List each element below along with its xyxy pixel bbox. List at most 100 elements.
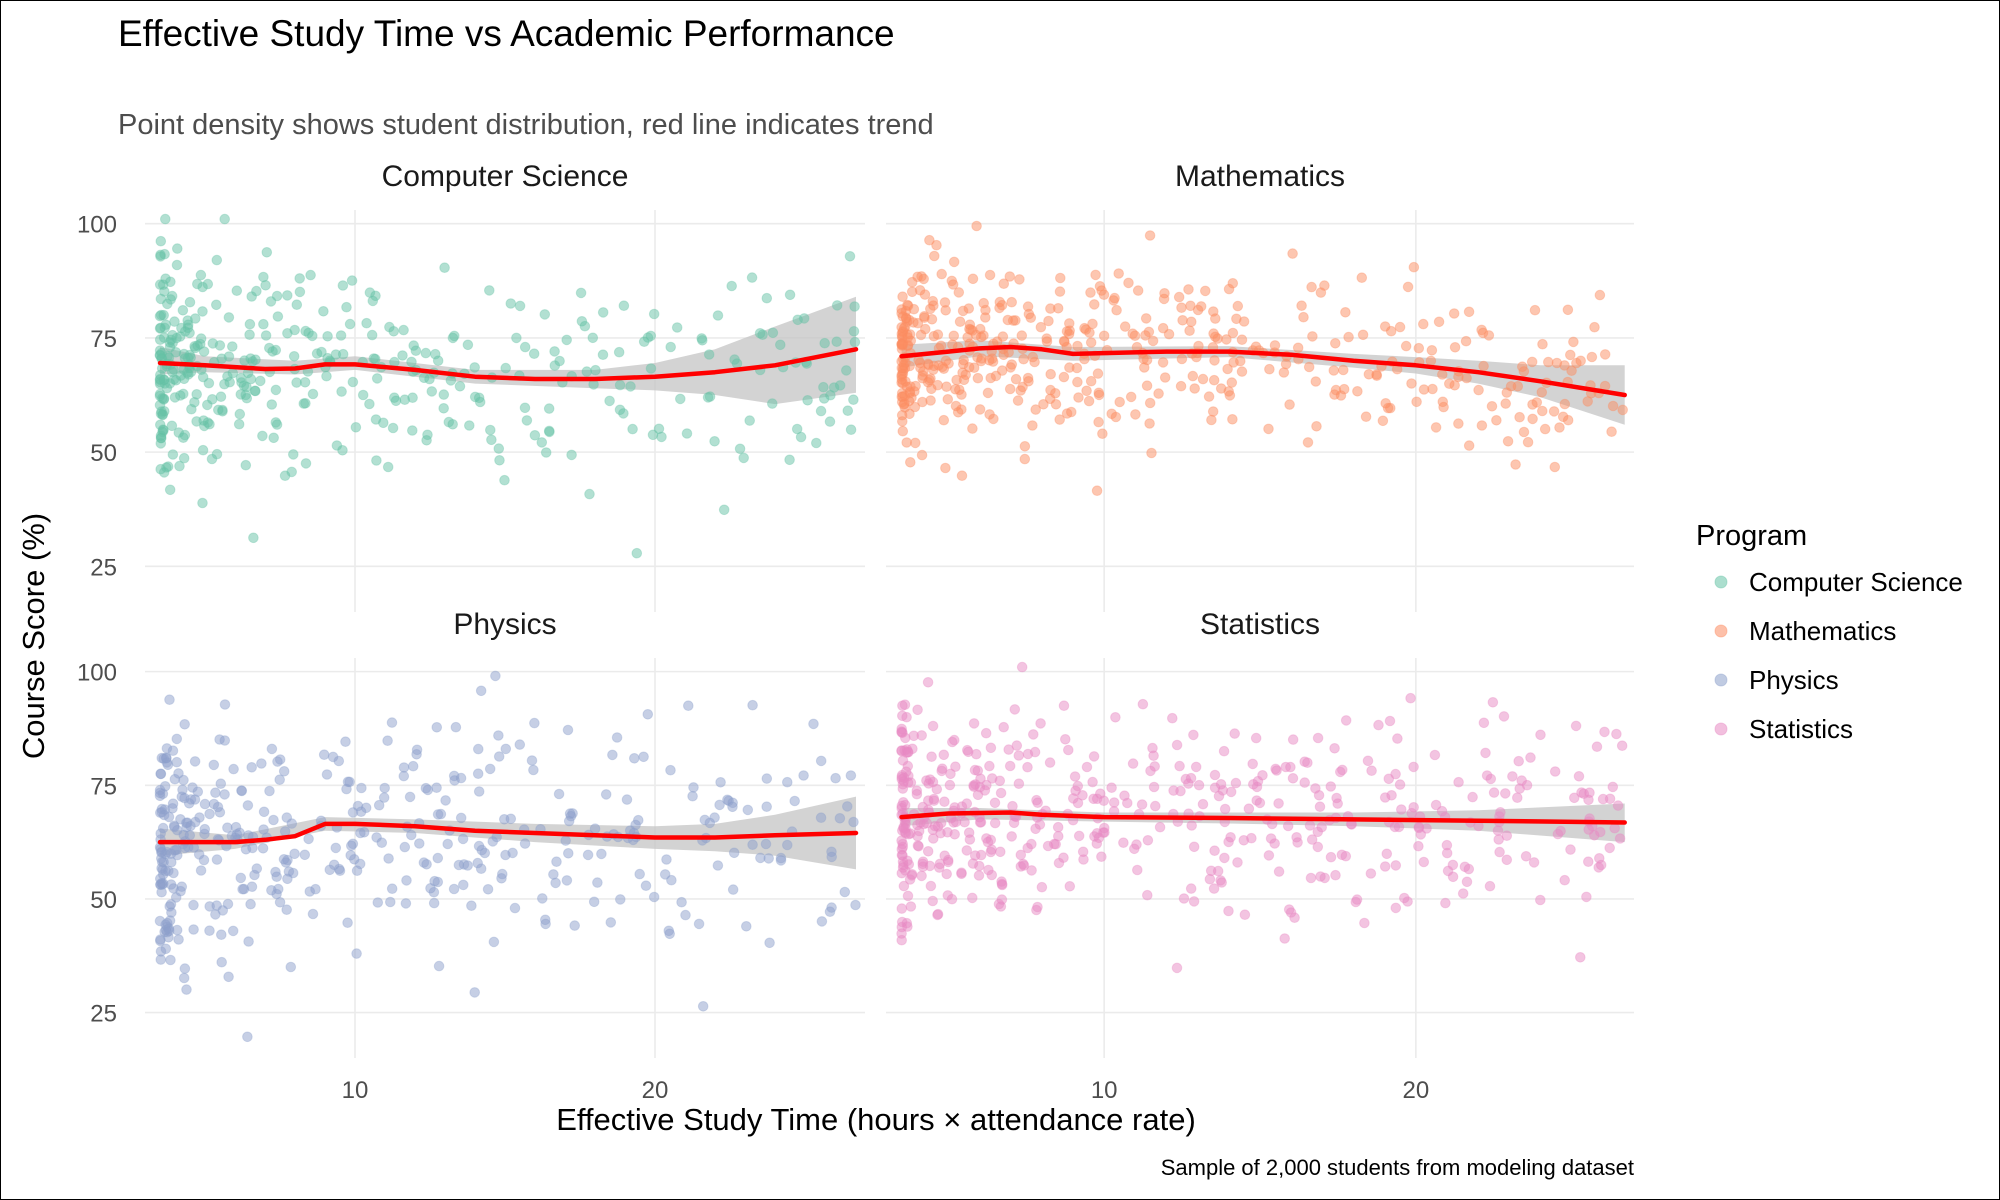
data-point [1467, 791, 1478, 803]
data-point [1512, 792, 1523, 804]
legend-label: Computer Science [1749, 567, 1963, 597]
data-point [164, 378, 176, 389]
facet-panels: Computer Science 25 50 75 100 Mathematics Phys… [77, 160, 1634, 1104]
data-point [775, 852, 787, 864]
data-point [1108, 806, 1120, 817]
data-point [798, 770, 809, 781]
data-point [996, 365, 1008, 376]
data-point [1568, 336, 1579, 348]
data-point [767, 327, 779, 339]
data-point [1018, 353, 1029, 365]
data-point [291, 377, 302, 388]
data-point [268, 814, 279, 826]
data-point [824, 416, 836, 427]
data-point [596, 848, 607, 860]
data-point [902, 921, 913, 932]
data-point [519, 341, 531, 353]
data-point [1093, 387, 1105, 399]
data-point [1213, 790, 1225, 802]
data-point [665, 764, 676, 776]
data-point [909, 401, 921, 413]
data-point [802, 395, 813, 406]
data-point [1340, 715, 1352, 726]
data-point [1581, 891, 1592, 903]
data-point [184, 327, 195, 339]
data-point [1386, 790, 1397, 801]
data-point [1562, 304, 1574, 316]
data-point [1038, 399, 1049, 410]
data-point [210, 909, 221, 920]
data-point [917, 858, 929, 870]
data-point [1418, 318, 1429, 330]
data-point [819, 337, 831, 349]
data-point [839, 886, 851, 898]
data-point [244, 329, 255, 341]
data-point [566, 449, 577, 461]
data-point [219, 213, 230, 225]
data-point [939, 297, 951, 308]
data-point [440, 795, 451, 806]
data-point [188, 924, 199, 935]
data-point [922, 846, 934, 857]
data-point [746, 272, 758, 283]
data-point [500, 849, 511, 861]
data-point [536, 437, 548, 448]
data-point [1113, 268, 1124, 279]
data-point [614, 379, 626, 391]
data-point [248, 532, 259, 544]
data-point [1053, 857, 1065, 869]
data-point [222, 822, 233, 834]
data-point [331, 440, 343, 451]
data-point [784, 289, 796, 301]
data-point [1114, 396, 1125, 408]
data-point [697, 335, 708, 346]
data-point [278, 854, 290, 865]
scatter-points [154, 670, 861, 1043]
data-point [1058, 371, 1070, 383]
data-point [1175, 380, 1187, 392]
data-point [1185, 883, 1197, 894]
data-point [703, 349, 715, 360]
data-point [929, 250, 940, 262]
data-point [192, 340, 203, 351]
data-point [1527, 413, 1538, 425]
data-point [1606, 426, 1617, 438]
data-point [281, 904, 293, 916]
data-point [1449, 342, 1461, 353]
data-point [330, 842, 342, 854]
data-point [1562, 414, 1574, 426]
data-point [944, 779, 956, 791]
data-point [432, 809, 444, 820]
data-point [282, 328, 293, 339]
data-point [1188, 841, 1200, 853]
data-point [155, 768, 166, 780]
data-point [208, 759, 220, 771]
data-point [931, 783, 943, 795]
data-point [928, 330, 940, 342]
data-point [627, 423, 638, 435]
data-point [431, 722, 443, 733]
data-point [245, 898, 256, 910]
data-point [1248, 779, 1259, 790]
data-point [985, 742, 997, 754]
data-point [164, 694, 175, 706]
data-point [561, 334, 573, 346]
data-point [1269, 340, 1281, 351]
data-point [1408, 802, 1419, 813]
data-point [747, 699, 758, 711]
data-point [1223, 905, 1234, 917]
data-point [1250, 732, 1262, 744]
data-point [1594, 289, 1606, 301]
data-point [318, 749, 330, 761]
data-point [1028, 729, 1039, 740]
data-point [1340, 307, 1351, 318]
data-point [1298, 311, 1309, 323]
data-point [234, 408, 246, 420]
legend-label: Statistics [1749, 714, 1853, 744]
data-point [1063, 744, 1074, 756]
data-point [178, 452, 190, 464]
data-point [1022, 761, 1033, 773]
facet-panel: Statistics 10 20 [886, 608, 1634, 1104]
data-point [484, 763, 496, 775]
